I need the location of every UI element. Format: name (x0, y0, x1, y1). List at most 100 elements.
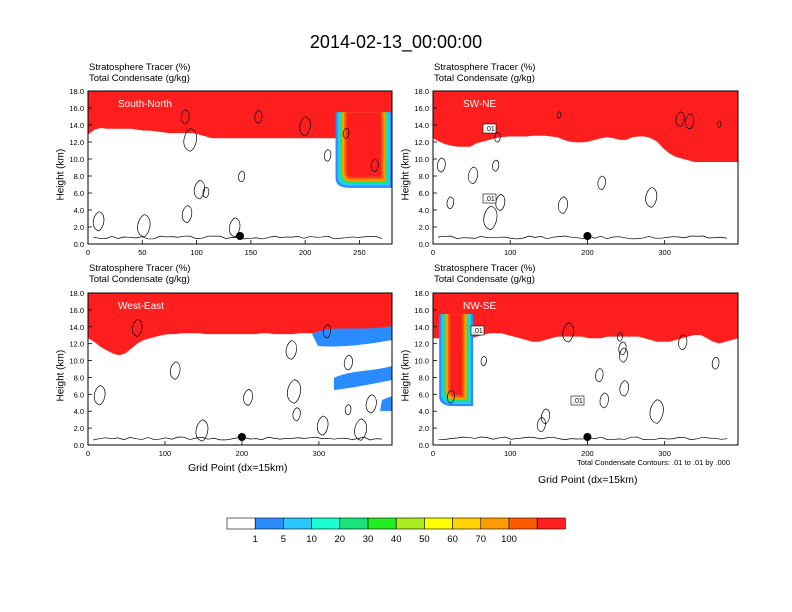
plot-area: South-North (88, 91, 392, 244)
contour-label-box (671, 466, 684, 475)
colorbar-swatch (254, 517, 284, 530)
tracer-patch (380, 396, 392, 411)
condensate-contour (617, 332, 623, 342)
boundary-layer-contour (93, 436, 383, 441)
y-tick-label: 10.0 (414, 357, 429, 366)
y-tick-label: 16.0 (69, 306, 84, 315)
y-tick-label: 14.0 (69, 323, 84, 332)
condensate-contour (494, 132, 501, 143)
colorbar-swatch (367, 517, 397, 530)
y-tick-label: 16.0 (414, 104, 429, 113)
colorbar-swatch (536, 517, 566, 530)
x-tick-label: 250 (353, 248, 366, 257)
condensate-contour (169, 361, 181, 380)
condensate-contour (446, 389, 455, 404)
condensate-contour (342, 127, 350, 139)
contour-label: .01 (485, 126, 495, 133)
colorbar-label: 40 (391, 534, 402, 545)
section-label: West-East (118, 301, 164, 312)
x-tick-label: 300 (658, 449, 671, 458)
x-tick-label: 100 (159, 449, 172, 458)
y-tick-label: 12.0 (414, 340, 429, 349)
y-tick-label: 14.0 (69, 121, 84, 130)
condensate-contour (649, 399, 664, 424)
colorbar-label: 5 (281, 534, 286, 545)
colorbar-swatch (452, 517, 482, 530)
y-tick-label: 18.0 (69, 289, 84, 298)
section-label: NW-SE (463, 301, 496, 312)
panel-4: .01 .01 .01 .01 NW-SE 0.0 2.0 4.0 6.0 8.0 10.0 12.0… (414, 289, 784, 545)
condensate-contour (495, 194, 506, 211)
panel-1-label-tracer: Stratosphere Tracer (%) (89, 62, 191, 73)
colorbar-swatch (508, 517, 538, 530)
x-tick-label: 0 (431, 248, 435, 257)
condensate-contour (675, 111, 685, 127)
panel-3-xlabel: Grid Point (dx=15km) (188, 462, 288, 474)
y-tick-label: 2.0 (419, 223, 429, 232)
tracer-patch (312, 326, 392, 347)
y-tick-label: 8.0 (419, 172, 429, 181)
condensate-contour (299, 116, 311, 137)
x-tick-label: 0 (86, 449, 90, 458)
y-tick-label: 2.0 (74, 223, 84, 232)
location-marker (236, 232, 244, 240)
contour-footnote: Total Condensate Contours: .01 to .01 by… (577, 458, 731, 467)
condensate-contour (436, 157, 446, 173)
condensate-contour (536, 416, 546, 433)
boundary-layer-contour (438, 436, 728, 441)
y-tick-label: 4.0 (419, 407, 429, 416)
panel-2-label-tracer: Stratosphere Tracer (%) (434, 62, 536, 73)
condensate-contour (716, 120, 722, 128)
condensate-contour (354, 418, 367, 441)
x-tick-label: 0 (431, 449, 435, 458)
condensate-contour (322, 324, 332, 339)
contour-label: .01 (573, 398, 583, 405)
y-tick-label: 0.0 (419, 240, 429, 249)
tracer-band-6 (433, 293, 738, 344)
contour-label-box (482, 193, 497, 204)
y-tick-label: 6.0 (419, 189, 429, 198)
x-tick-label: 0 (86, 248, 90, 257)
panel-4-label-condensate: Total Condensate (g/kg) (434, 274, 535, 285)
contour-label-box (771, 536, 784, 545)
tracer-band-6 (88, 91, 392, 140)
y-tick-label: 18.0 (414, 87, 429, 96)
tracer-band-6 (433, 91, 738, 162)
panel-3-label-condensate: Total Condensate (g/kg) (89, 274, 190, 285)
condensate-contour (645, 187, 658, 208)
condensate-contour (467, 166, 479, 185)
colorbar-swatch (480, 517, 510, 530)
condensate-contour (599, 392, 609, 409)
y-tick-label: 10.0 (69, 357, 84, 366)
condensate-contour (202, 186, 210, 199)
intrusion-band-5 (450, 314, 463, 396)
colorbar-swatch (395, 517, 425, 530)
colorbar: 1 5 10 20 30 40 50 60 70 100 (226, 517, 566, 545)
colorbar-swatch (283, 517, 312, 530)
y-tick-label: 6.0 (74, 189, 84, 198)
condensate-contour (483, 205, 498, 231)
tracer-patch (334, 366, 392, 390)
y-tick-label: 6.0 (74, 390, 84, 399)
colorbar-label: 50 (419, 534, 430, 545)
condensate-contour (344, 404, 352, 416)
condensate-contour (92, 211, 105, 232)
contour-label: .01 (473, 328, 483, 335)
condensate-contour (480, 355, 487, 367)
condensate-contour (370, 158, 379, 173)
x-tick-label: 200 (299, 248, 312, 257)
condensate-contour (183, 128, 197, 152)
y-tick-label: 14.0 (414, 323, 429, 332)
panel-3: West-East 0.0 2.0 4.0 6.0 8.0 10.0 12.0 14.0 16.0… (69, 289, 393, 458)
plot-area: West-East (88, 293, 392, 445)
condensate-contour (562, 322, 574, 343)
colorbar-label: 10 (306, 534, 317, 545)
y-tick-label: 12.0 (69, 138, 84, 147)
tracer-band-6 (88, 293, 392, 356)
condensate-contour (365, 394, 377, 414)
panel-2: .01 .01 SW-NE 0.0 2.0 4.0 6.0 8.0 10.0 12.0 14.0 16… (414, 87, 739, 257)
condensate-contour (285, 340, 297, 360)
y-tick-label: 12.0 (69, 340, 84, 349)
condensate-contour (181, 205, 193, 224)
plot-frame (87, 292, 393, 446)
